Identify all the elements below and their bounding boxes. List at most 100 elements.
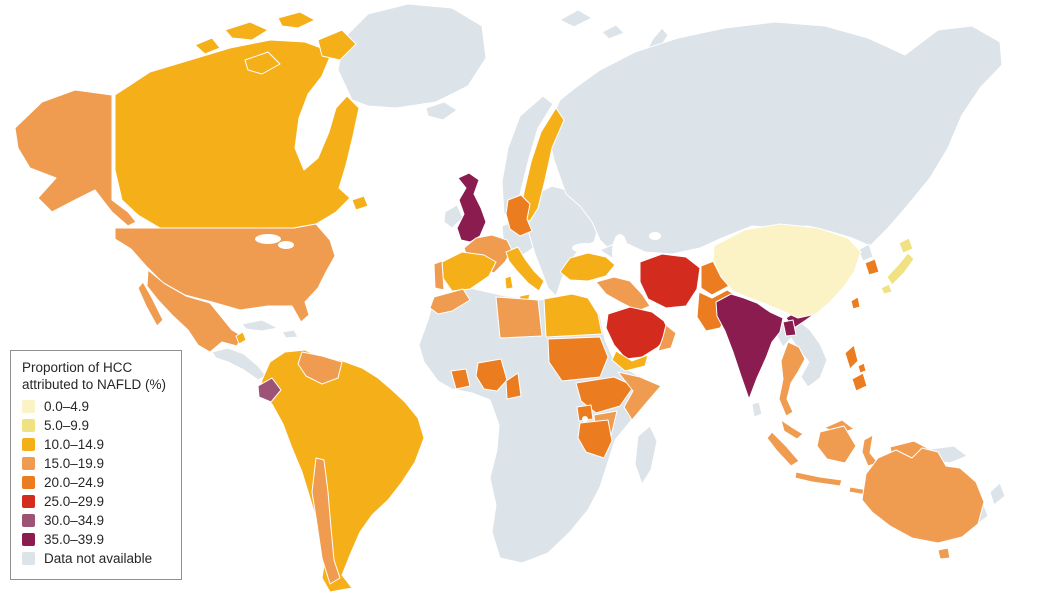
region-madagascar — [634, 425, 658, 485]
legend-item: 0.0–4.9 — [22, 399, 173, 414]
region-ethiopia — [575, 376, 635, 414]
lake-great-lakes — [255, 234, 281, 244]
region-italy — [504, 275, 514, 290]
region-saudi-arabia — [605, 306, 671, 360]
region-indonesia — [766, 431, 800, 467]
legend-swatch — [22, 399, 35, 413]
region-germany — [505, 194, 533, 237]
legend-item: 35.0–39.9 — [22, 532, 173, 547]
region-oman — [657, 324, 677, 352]
region-italy — [505, 246, 545, 292]
legend-item: 15.0–19.9 — [22, 456, 173, 471]
legend-item-label: 30.0–34.9 — [44, 512, 105, 528]
region-mexico — [146, 269, 243, 353]
legend-item: 25.0–29.9 — [22, 494, 173, 509]
region-united-kingdom — [456, 172, 487, 243]
region-alaska — [14, 89, 137, 227]
aral-sea — [649, 232, 661, 240]
region-indochina — [775, 319, 828, 388]
region-sudan — [547, 336, 609, 382]
region-portugal — [433, 260, 445, 291]
black-sea — [572, 243, 598, 253]
region-canada — [317, 29, 357, 61]
region-ecuador — [257, 377, 282, 403]
legend-swatch — [22, 456, 35, 470]
region-china — [712, 223, 862, 319]
legend-item: 10.0–14.9 — [22, 437, 173, 452]
legend-title-line1: Proportion of HCC — [22, 360, 133, 375]
legend-swatch — [22, 475, 35, 489]
region-sweden — [519, 107, 565, 222]
region-somalia — [617, 371, 662, 421]
region-indonesia — [794, 471, 843, 487]
region-japan — [880, 283, 893, 295]
caspian-sea — [612, 234, 628, 270]
region-australia — [861, 447, 985, 544]
legend-swatch — [22, 513, 35, 527]
region-central-america — [211, 347, 267, 381]
region-thailand — [778, 341, 806, 417]
region-iran — [639, 253, 701, 309]
region-caribbean — [281, 329, 299, 339]
region-uganda — [576, 404, 594, 422]
region-belize — [235, 331, 247, 345]
region-libya — [495, 296, 543, 339]
region-mexico — [137, 281, 164, 327]
region-cote-divoire — [450, 368, 471, 390]
legend-item: 5.0–9.9 — [22, 418, 173, 433]
legend: Proportion of HCC attributed to NAFLD (%… — [10, 350, 182, 580]
region-canada — [224, 21, 269, 41]
legend-item-label: Data not available — [44, 550, 153, 566]
region-tanzania — [577, 419, 613, 459]
region-south-korea — [864, 258, 880, 276]
region-north-korea — [857, 243, 874, 262]
region-syria-iraq — [595, 276, 651, 312]
region-canada — [244, 51, 281, 75]
region-australia — [937, 547, 951, 560]
region-arctic-islands — [601, 24, 625, 40]
region-philippines — [844, 344, 859, 370]
lake-victoria — [582, 416, 588, 422]
legend-item: 30.0–34.9 — [22, 513, 173, 528]
region-taiwan — [850, 296, 861, 310]
legend-item-label: 0.0–4.9 — [44, 398, 90, 414]
region-cameroon — [505, 372, 522, 400]
region-bangladesh — [782, 319, 797, 337]
legend-item-label: 35.0–39.9 — [44, 531, 105, 547]
region-canada — [194, 37, 221, 55]
legend-items: 0.0–4.9 5.0–9.9 10.0–14.9 15.0–19.9 20.0–24.… — [22, 399, 173, 566]
region-morocco — [429, 288, 471, 315]
region-nigeria — [475, 358, 508, 392]
lake-great-lakes — [278, 241, 294, 249]
region-philippines — [857, 362, 867, 374]
region-egypt — [543, 293, 603, 338]
region-iceland — [425, 101, 458, 121]
region-venezuela — [297, 351, 343, 385]
legend-title: Proportion of HCC attributed to NAFLD (%… — [22, 359, 173, 394]
legend-item-label: 15.0–19.9 — [44, 455, 105, 471]
legend-item: Data not available — [22, 551, 173, 566]
legend-swatch — [22, 418, 35, 432]
region-philippines — [851, 372, 868, 392]
legend-item: 20.0–24.9 — [22, 475, 173, 490]
region-south-america-main — [259, 349, 425, 593]
region-yemen — [611, 350, 649, 372]
region-canada — [351, 195, 369, 211]
region-spain — [441, 251, 497, 292]
region-india — [715, 293, 784, 400]
legend-swatch — [22, 551, 35, 565]
legend-swatch — [22, 437, 35, 451]
region-new-zealand — [989, 482, 1006, 506]
region-sri-lanka — [751, 401, 763, 418]
legend-item-label: 10.0–14.9 — [44, 436, 105, 452]
region-caribbean — [241, 319, 279, 332]
legend-swatch — [22, 494, 35, 508]
region-malaysia — [780, 419, 804, 440]
region-usa — [114, 223, 336, 323]
legend-swatch — [22, 532, 35, 546]
region-canada — [277, 11, 316, 29]
region-indonesia — [816, 425, 857, 464]
legend-title-line2: attributed to NAFLD (%) — [22, 377, 167, 393]
region-japan — [898, 237, 914, 254]
